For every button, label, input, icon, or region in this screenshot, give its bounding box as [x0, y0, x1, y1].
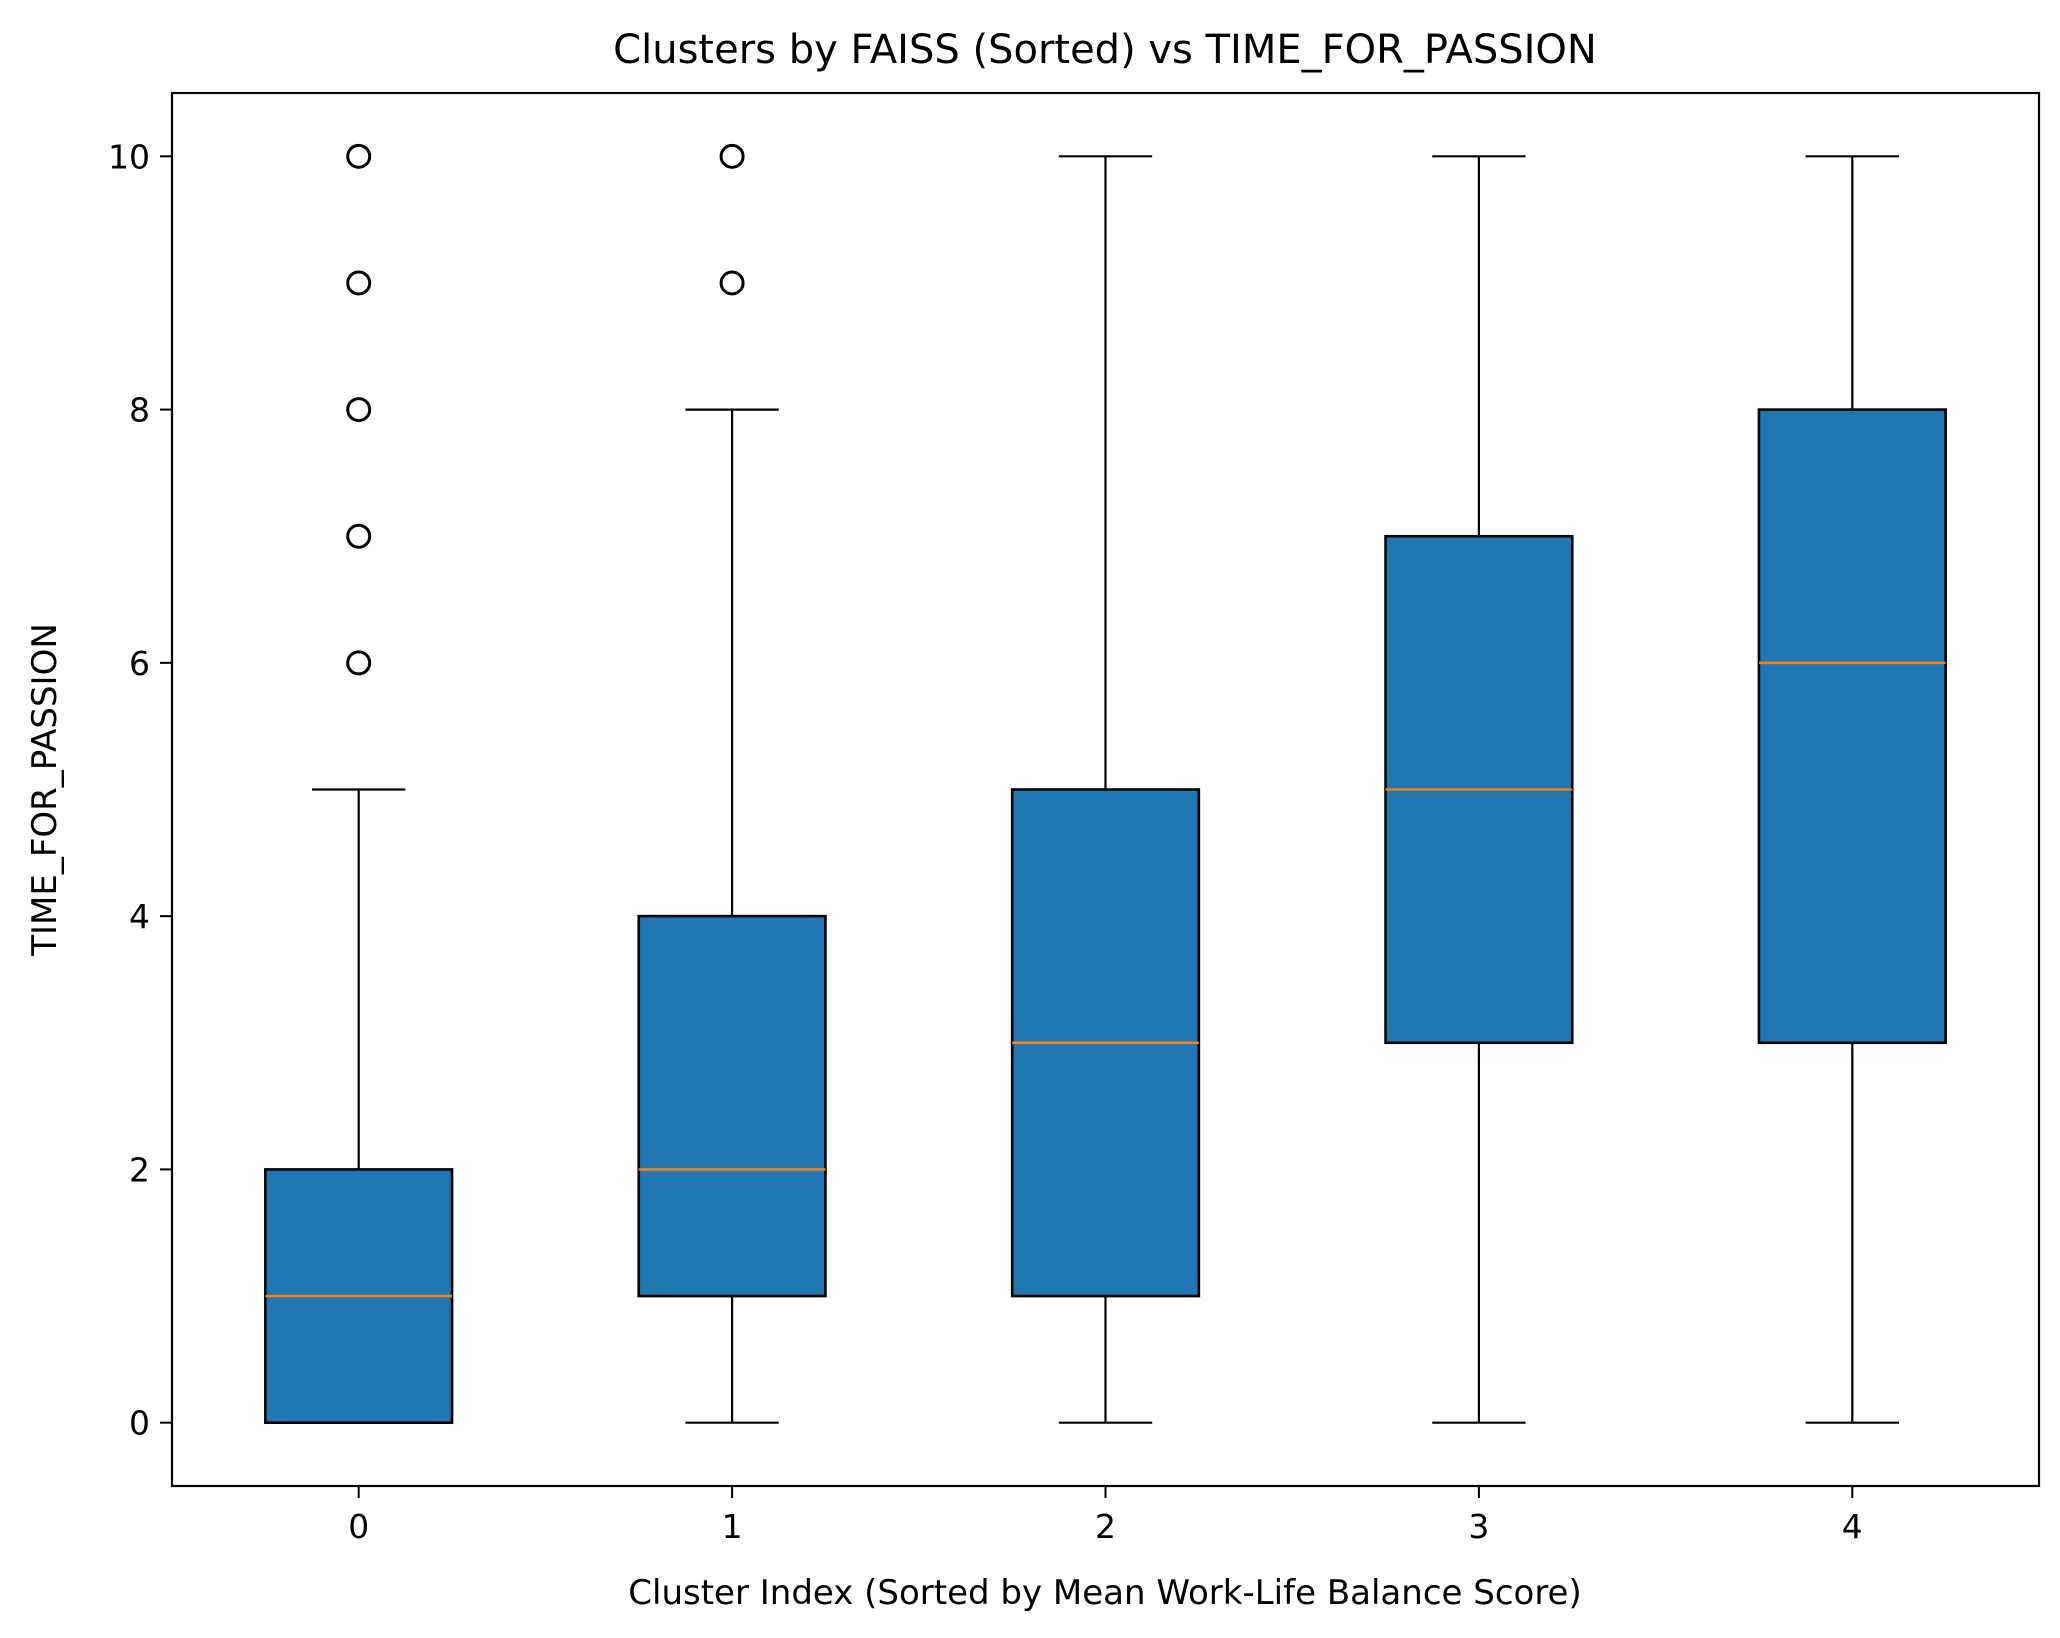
x-axis-label: Cluster Index (Sorted by Mean Work-Life …: [628, 1573, 1581, 1613]
box-iqr: [1757, 408, 1947, 1045]
box-iqr: [637, 914, 827, 1298]
y-tick-label: 2: [129, 1150, 150, 1189]
outlier-point: [346, 397, 372, 423]
y-axis: 0 2 4 6 8 10: [108, 137, 172, 1443]
y-tick-label: 6: [129, 644, 150, 683]
x-axis: 0 1 2 3 4: [348, 1486, 1863, 1546]
y-tick-label: 8: [129, 391, 150, 430]
x-tick-label: 1: [722, 1507, 743, 1546]
box-group-0: [264, 143, 454, 1424]
x-tick-label: 4: [1842, 1507, 1863, 1546]
outlier-point: [719, 270, 745, 296]
outlier-point: [346, 143, 372, 169]
y-tick-label: 10: [108, 137, 150, 176]
x-tick-label: 2: [1095, 1507, 1116, 1546]
outlier-point: [346, 650, 372, 676]
outlier-point: [719, 143, 745, 169]
plot-area: [264, 143, 1947, 1424]
y-tick-label: 0: [129, 1404, 150, 1443]
y-axis-label: TIME_FOR_PASSION: [25, 623, 65, 957]
x-tick-label: 0: [348, 1507, 369, 1546]
chart-title: Clusters by FAISS (Sorted) vs TIME_FOR_P…: [613, 27, 1597, 73]
box-group-3: [1384, 155, 1574, 1424]
box-group-2: [1010, 155, 1201, 1424]
y-tick-label: 4: [129, 897, 150, 936]
x-tick-label: 3: [1468, 1507, 1489, 1546]
outlier-point: [346, 523, 372, 549]
outlier-point: [346, 270, 372, 296]
box-group-1: [637, 143, 827, 1424]
box-group-4: [1757, 155, 1947, 1424]
